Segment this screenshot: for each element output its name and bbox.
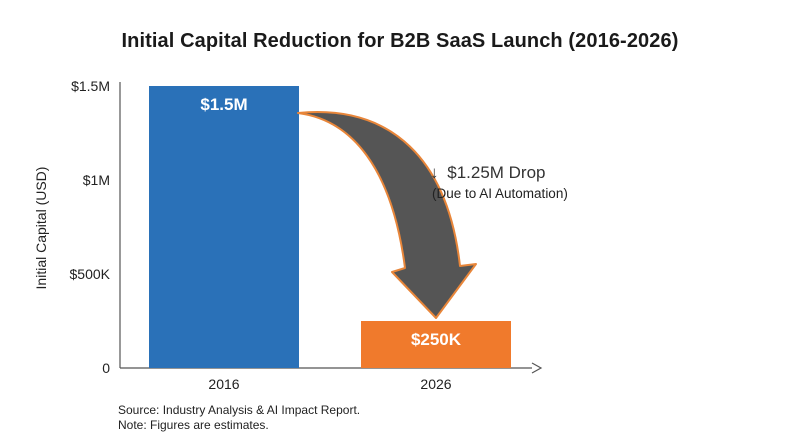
x-tick-label: 2016 bbox=[208, 376, 239, 392]
source-footnote: Source: Industry Analysis & AI Impact Re… bbox=[118, 403, 361, 417]
down-arrow-icon: ↓ bbox=[430, 163, 439, 182]
bars: $1.5M 2016 $250K 2026 bbox=[149, 86, 511, 392]
bar-value-label: $1.5M bbox=[200, 95, 247, 114]
y-tick-label: $1.5M bbox=[71, 78, 110, 94]
y-axis-title: Initial Capital (USD) bbox=[33, 167, 49, 290]
y-ticks: 0 $500K $1M $1.5M bbox=[70, 78, 111, 376]
bar-value-label: $250K bbox=[411, 330, 462, 349]
y-tick-label: $500K bbox=[70, 266, 111, 282]
drop-annotation-label: $1.25M Drop bbox=[447, 163, 545, 182]
y-tick-label: 0 bbox=[102, 360, 110, 376]
estimate-footnote: Note: Figures are estimates. bbox=[118, 418, 269, 432]
chart-title: Initial Capital Reduction for B2B SaaS L… bbox=[121, 30, 679, 52]
bar-2016 bbox=[149, 86, 299, 368]
bar-2026 bbox=[361, 321, 511, 368]
drop-arrow bbox=[297, 111, 477, 319]
drop-annotation-note: (Due to AI Automation) bbox=[432, 186, 568, 201]
x-tick-label: 2026 bbox=[420, 376, 451, 392]
x-axis-arrowhead bbox=[531, 362, 543, 374]
drop-annotation: ↓ $1.25M Drop bbox=[430, 163, 546, 182]
y-tick-label: $1M bbox=[83, 172, 110, 188]
